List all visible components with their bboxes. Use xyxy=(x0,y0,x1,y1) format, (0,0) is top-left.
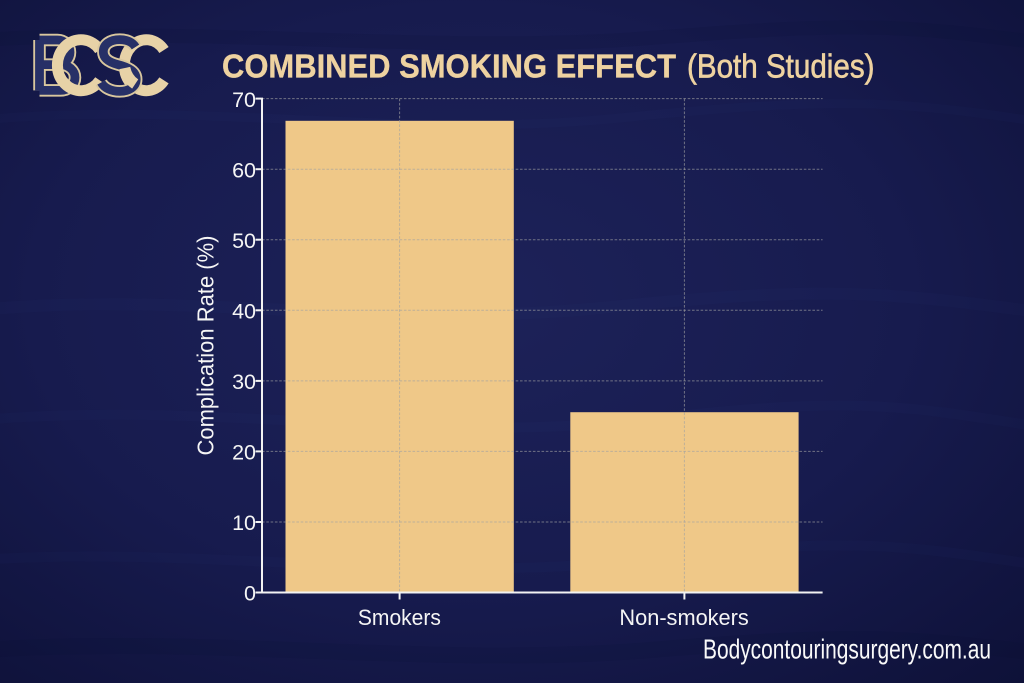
svg-text:Smokers: Smokers xyxy=(358,605,441,630)
svg-text:10: 10 xyxy=(232,511,256,535)
svg-text:70: 70 xyxy=(232,88,256,112)
svg-text:Complication Rate (%): Complication Rate (%) xyxy=(193,236,219,456)
svg-text:30: 30 xyxy=(232,370,256,394)
svg-text:0: 0 xyxy=(244,582,256,606)
svg-text:20: 20 xyxy=(232,441,256,465)
svg-text:60: 60 xyxy=(232,158,256,182)
svg-text:Non-smokers: Non-smokers xyxy=(619,605,748,630)
svg-text:(Both Studies): (Both Studies) xyxy=(687,49,875,86)
svg-text:Bodycontouringsurgery.com.au: Bodycontouringsurgery.com.au xyxy=(703,634,991,665)
svg-text:40: 40 xyxy=(232,300,256,324)
svg-text:50: 50 xyxy=(232,229,256,253)
svg-text:COMBINED SMOKING EFFECT: COMBINED SMOKING EFFECT xyxy=(222,49,676,86)
